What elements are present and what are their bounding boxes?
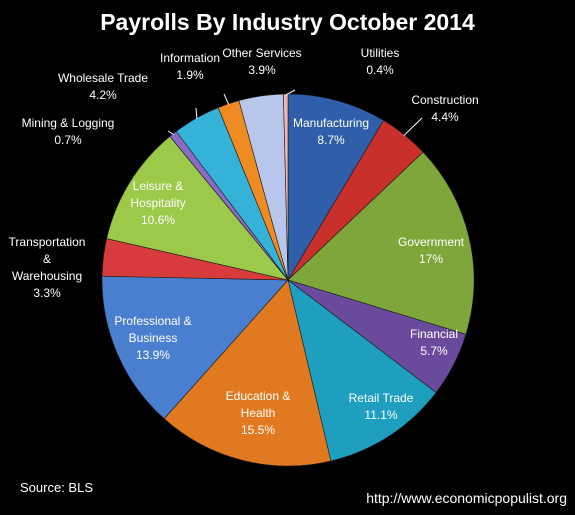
- source-note: Source: BLS: [20, 480, 93, 495]
- slice-label-government: Government 17%: [398, 235, 465, 266]
- slice-value-financial: 5.7%: [420, 344, 448, 358]
- leader-line-mining-and-logging: [167, 130, 174, 136]
- slice-value-professional-and-business: 13.9%: [136, 348, 170, 362]
- slice-value-information: 1.9%: [176, 68, 204, 82]
- pie-slice-education-and-health: [163, 279, 332, 467]
- slice-value-education-and-health: 15.5%: [241, 423, 275, 437]
- slice-value-construction: 4.4%: [431, 110, 459, 124]
- slice-label-information: Information 1.9%: [160, 51, 220, 82]
- slice-name-manufacturing: Manufacturing: [293, 116, 369, 130]
- slice-name-education-and-health: Health: [241, 406, 276, 420]
- slices-group: [101, 93, 475, 467]
- slice-value-manufacturing: 8.7%: [317, 133, 345, 147]
- slice-name-education-and-health: Education &: [226, 389, 291, 403]
- slice-name-transportation-and-warehousing: Transportation: [9, 235, 86, 249]
- slice-name-utilities: Utilities: [361, 46, 400, 60]
- slice-label-education-and-health: Education & Health 15.5%: [226, 389, 291, 437]
- leader-line-information: [223, 93, 230, 105]
- slice-label-wholesale-trade: Wholesale Trade 4.2%: [58, 71, 148, 102]
- slice-label-mining-and-logging: Mining & Logging 0.7%: [22, 116, 115, 147]
- leader-lines-group: [167, 89, 423, 137]
- slice-name-financial: Financial: [410, 327, 458, 341]
- slice-name-professional-and-business: Business: [129, 331, 178, 345]
- slice-label-other-services: Other Services 3.9%: [222, 46, 301, 77]
- slice-label-transportation-and-warehousing: Transportation & Warehousing 3.3%: [9, 235, 86, 300]
- leader-line-utilities: [285, 89, 296, 96]
- pie-slice-retail-trade: [287, 279, 437, 462]
- slice-name-mining-and-logging: Mining & Logging: [22, 116, 115, 130]
- slice-label-retail-trade: Retail Trade 11.1%: [349, 391, 414, 422]
- pie-slice-government: [287, 151, 475, 335]
- pie-slice-leisure-and-hospitality: [106, 135, 289, 281]
- slice-name-other-services: Other Services: [222, 46, 301, 60]
- slice-value-transportation-and-warehousing: 3.3%: [33, 286, 61, 300]
- slice-name-leisure-and-hospitality: Hospitality: [130, 196, 185, 210]
- slice-label-professional-and-business: Professional & Business 13.9%: [114, 314, 191, 362]
- slice-value-mining-and-logging: 0.7%: [54, 133, 82, 147]
- slice-label-manufacturing: Manufacturing 8.7%: [293, 116, 369, 147]
- source-url: http://www.economicpopulist.org: [366, 490, 567, 506]
- slice-name-government: Government: [398, 235, 465, 249]
- pie-slice-manufacturing: [287, 93, 384, 282]
- slice-name-wholesale-trade: Wholesale Trade: [58, 71, 148, 85]
- leader-line-construction: [403, 117, 423, 137]
- slice-label-leisure-and-hospitality: Leisure & Hospitality 10.6%: [130, 179, 185, 227]
- slice-value-retail-trade: 11.1%: [364, 408, 397, 422]
- slice-value-utilities: 0.4%: [366, 63, 394, 77]
- slice-name-transportation-and-warehousing: &: [43, 252, 51, 266]
- slice-name-information: Information: [160, 51, 220, 65]
- slice-name-construction: Construction: [411, 93, 478, 107]
- leader-line-wholesale-trade: [195, 107, 198, 120]
- slice-name-retail-trade: Retail Trade: [349, 391, 414, 405]
- slice-name-professional-and-business: Professional &: [114, 314, 191, 328]
- slice-value-other-services: 3.9%: [248, 63, 276, 77]
- slice-label-utilities: Utilities 0.4%: [361, 46, 400, 77]
- slice-value-government: 17%: [419, 252, 443, 266]
- labels-group: Manufacturing 8.7% Construction 4.4% Governm…: [9, 46, 479, 437]
- pie-slice-professional-and-business: [101, 275, 289, 420]
- slice-label-financial: Financial 5.7%: [410, 327, 458, 358]
- slice-label-construction: Construction 4.4%: [411, 93, 478, 124]
- slice-name-leisure-and-hospitality: Leisure &: [133, 179, 184, 193]
- slice-name-transportation-and-warehousing: Warehousing: [12, 269, 82, 283]
- slice-value-leisure-and-hospitality: 10.6%: [141, 213, 175, 227]
- slice-value-wholesale-trade: 4.2%: [89, 88, 117, 102]
- chart-title: Payrolls By Industry October 2014: [100, 9, 475, 35]
